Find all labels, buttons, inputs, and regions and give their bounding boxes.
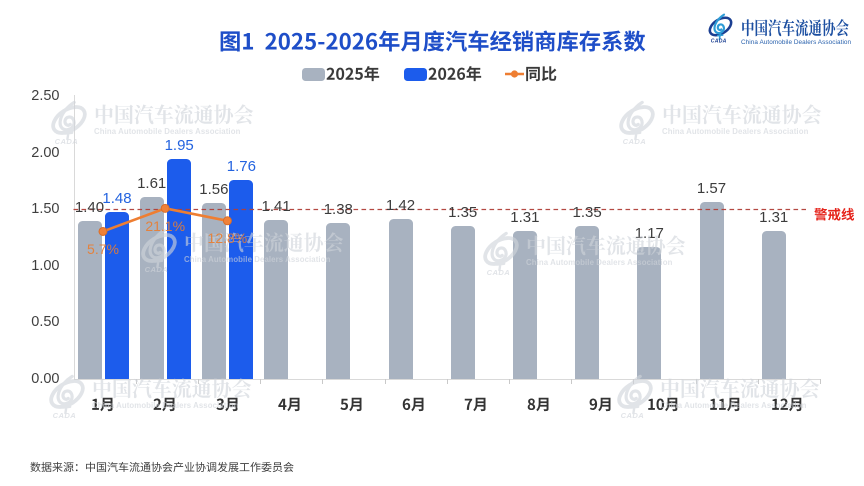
legend-swatch-2025: [302, 67, 325, 81]
cada-logo-mark-icon: CADA: [708, 13, 733, 45]
month-label-wrap: [91, 396, 115, 412]
yoy-line-dot-glyph: [505, 70, 524, 78]
bar-2025-7月: [450, 226, 475, 379]
bar-2025-11月: [699, 201, 724, 379]
month-label-4: [278, 397, 300, 411]
legend-label-2025: [326, 66, 380, 82]
bar-value-2026-1月: 1.48: [102, 189, 132, 207]
y-tick-label: 1.50: [31, 201, 60, 217]
yoy-label: 21.1%: [145, 217, 186, 234]
bar-2025-12月: [761, 230, 786, 379]
x-axis-tick: [508, 379, 510, 384]
bar-2025-10月: [637, 246, 662, 379]
month-label-6: [402, 397, 424, 411]
month-label-wrap: [527, 396, 551, 412]
y-tick-label: 0.00: [31, 370, 60, 387]
bar-value-2025-10月: 1.17: [634, 224, 664, 242]
cada-mark-label: CADA: [711, 39, 727, 45]
y-tick-label: 0.50: [31, 314, 60, 330]
x-axis-tick: [384, 379, 386, 384]
bar-value-2025-11月: 1.57: [696, 179, 727, 197]
x-axis-tick: [571, 379, 573, 384]
legend-label-yoy: [526, 66, 557, 82]
month-label-wrap: [215, 396, 240, 412]
month-label-8: [527, 397, 549, 411]
bar-2026-1月: [105, 211, 129, 379]
bar-2025-9月: [575, 226, 600, 379]
bar-value-2025-4月: 1.41: [261, 197, 291, 215]
month-label-5: [340, 397, 362, 411]
month-label-wrap: [153, 396, 177, 412]
warning-line-label-wrap: [814, 207, 855, 221]
logo-org-name-cn: [742, 19, 849, 37]
x-axis-tick: [135, 379, 137, 384]
bar-value-2025-7月: 1.35: [448, 204, 478, 222]
month-label-9: [589, 397, 611, 411]
bar-value-2025-12月: 1.31: [759, 208, 789, 226]
logo-text-block: China Automobile Dealers Association: [741, 18, 851, 46]
month-label-wrap: [589, 396, 613, 412]
bar-value-2025-3月: 1.56: [199, 180, 229, 198]
month-label-11: [709, 397, 739, 411]
x-axis-tick: [260, 379, 262, 384]
legend-swatch-2026: [404, 67, 427, 81]
month-label-wrap: [771, 396, 804, 412]
x-axis-tick: [633, 379, 635, 384]
month-label-wrap: [340, 396, 364, 412]
month-label-wrap: [278, 396, 302, 412]
month-label-wrap: [647, 396, 680, 412]
x-axis-tick: [695, 379, 697, 384]
bar-value-2025-9月: 1.35: [572, 204, 602, 222]
bar-value-2025-6月: 1.42: [385, 196, 416, 214]
x-axis-tick: [757, 379, 759, 384]
y-tick-label: 2.50: [31, 88, 60, 104]
legend-item-2026: [428, 65, 482, 82]
y-axis-line: [73, 95, 75, 379]
bar-2025-3月: [201, 202, 226, 379]
bar-2025-6月: [388, 218, 413, 379]
month-label-10: [647, 397, 677, 411]
x-axis-tick: [446, 379, 448, 384]
bar-2025-1月: [77, 220, 102, 379]
cada-logo: CADA China Automobile Dealers Associatio…: [707, 13, 851, 46]
month-label-wrap: [402, 396, 426, 412]
bar-value-2025-2月: 1.61: [137, 175, 167, 193]
bar-2026-3月: [229, 180, 254, 379]
month-label-12: [772, 397, 802, 411]
bar-2025-4月: [264, 219, 289, 379]
month-label-3: [215, 397, 238, 411]
page-title-text: [220, 30, 645, 52]
bar-2025-8月: [512, 230, 537, 379]
bar-value-2025-5月: 1.38: [323, 201, 353, 219]
bar-value-2026-3月: 1.76: [226, 158, 256, 176]
month-label-wrap: [464, 396, 488, 412]
x-axis-tick: [197, 379, 199, 384]
bar-2025-5月: [326, 223, 351, 379]
month-label-2: [153, 397, 175, 411]
logo-org-name-en: China Automobile Dealers Association: [741, 38, 852, 46]
bar-value-2025-8月: 1.31: [510, 208, 540, 226]
y-tick-label: 2.00: [31, 144, 60, 161]
x-axis-tick: [819, 379, 821, 384]
yoy-label: 5.7%: [87, 240, 119, 257]
legend-item-yoy: [525, 65, 557, 82]
legend-line-dot-icon: [505, 69, 524, 79]
legend-label-2026: [428, 66, 481, 82]
month-label-1: [92, 397, 113, 411]
bar-value-2025-1月: 1.40: [74, 198, 105, 216]
y-tick-label: 1.00: [31, 257, 60, 274]
page-title: [0, 29, 864, 53]
x-axis-tick: [322, 379, 324, 384]
warning-line-label: [814, 207, 855, 221]
month-label-wrap: [709, 396, 742, 412]
legend-item-2025: [326, 65, 380, 82]
month-label-7: [465, 397, 486, 411]
source-note: [30, 461, 294, 473]
bar-value-2026-2月: 1.95: [164, 136, 194, 154]
yoy-label: 12.8%: [207, 230, 248, 247]
source-note-text: [30, 461, 294, 473]
